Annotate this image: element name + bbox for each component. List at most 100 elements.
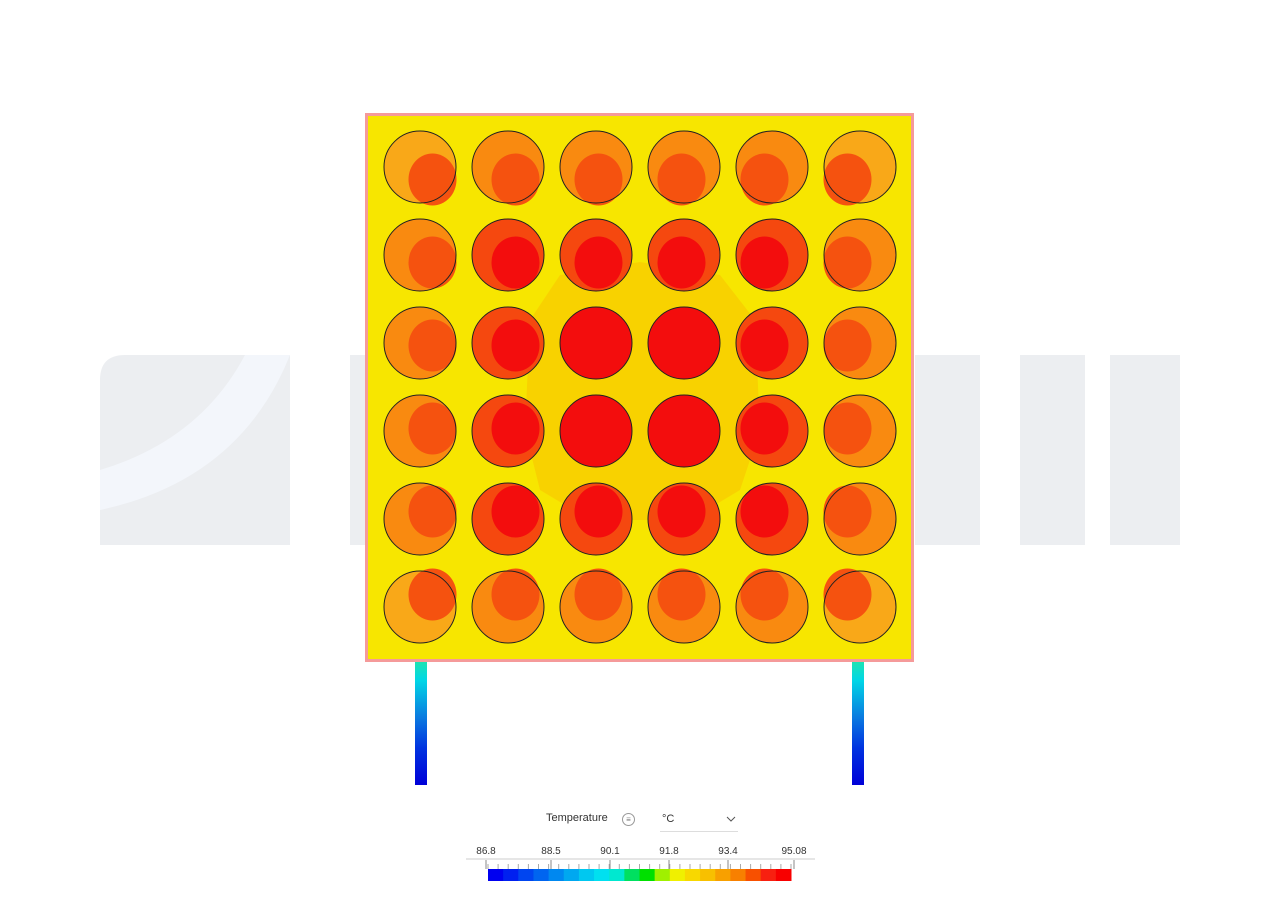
pin-core bbox=[574, 236, 623, 289]
pin-outline bbox=[735, 570, 809, 644]
pin-core bbox=[823, 236, 872, 289]
color-swatch bbox=[669, 869, 686, 881]
pin-outline bbox=[559, 394, 633, 468]
pin-core bbox=[740, 236, 789, 289]
unit: °C bbox=[662, 813, 675, 825]
color-swatch bbox=[548, 869, 565, 881]
pin-core bbox=[740, 319, 789, 372]
chevron bbox=[726, 816, 736, 822]
pin-outline bbox=[471, 306, 545, 380]
pin-core bbox=[657, 485, 706, 538]
tick-label: 88.5 bbox=[541, 846, 561, 857]
pin-outline bbox=[383, 570, 457, 644]
pin-core bbox=[408, 236, 457, 289]
pin-outline bbox=[559, 130, 633, 204]
pin-core bbox=[491, 568, 540, 621]
pin-core bbox=[740, 485, 789, 538]
pin-outline bbox=[471, 130, 545, 204]
pin-core bbox=[491, 319, 540, 372]
pin-outline bbox=[559, 306, 633, 380]
pin bbox=[560, 395, 632, 467]
color-swatch bbox=[533, 869, 550, 881]
pin bbox=[560, 307, 632, 379]
pin-outline bbox=[823, 394, 897, 468]
pin-core bbox=[408, 485, 457, 538]
color-swatch bbox=[654, 869, 671, 881]
pin-outline bbox=[383, 218, 457, 292]
tick-label: 95.08 bbox=[781, 846, 807, 857]
color-bar bbox=[466, 858, 815, 881]
pin-outline bbox=[647, 570, 721, 644]
color-swatch bbox=[730, 869, 747, 881]
hot-zone bbox=[525, 262, 760, 520]
pin-outline bbox=[471, 218, 545, 292]
pin-outline bbox=[559, 218, 633, 292]
pin-outline bbox=[471, 394, 545, 468]
pin-core bbox=[823, 485, 872, 538]
support-leg bbox=[852, 662, 864, 785]
pin-outline bbox=[383, 482, 457, 556]
pin-core bbox=[491, 236, 540, 289]
pin-outline bbox=[647, 482, 721, 556]
info-icon[interactable]: ≡ bbox=[622, 813, 635, 826]
pin-core bbox=[657, 153, 706, 206]
color-swatch bbox=[563, 869, 580, 881]
pin-core bbox=[740, 568, 789, 621]
pin-core bbox=[823, 153, 872, 206]
pin-core bbox=[408, 153, 457, 206]
pin-outline bbox=[383, 306, 457, 380]
pin-outline bbox=[383, 394, 457, 468]
pin-outline bbox=[823, 482, 897, 556]
pin-outline bbox=[647, 130, 721, 204]
color-swatch bbox=[745, 869, 762, 881]
pin-core bbox=[823, 568, 872, 621]
pin-core bbox=[408, 319, 457, 372]
color-swatch bbox=[715, 869, 731, 881]
pin-core bbox=[491, 153, 540, 206]
color-swatch bbox=[700, 869, 716, 881]
pin-core bbox=[491, 485, 540, 538]
pin-outline bbox=[735, 482, 809, 556]
pin-core bbox=[491, 402, 540, 455]
pin-outline bbox=[647, 394, 721, 468]
pin-core bbox=[574, 153, 623, 206]
pin-core bbox=[740, 402, 789, 455]
color-swatch bbox=[760, 869, 777, 881]
pin-outline bbox=[647, 218, 721, 292]
support-leg bbox=[415, 662, 427, 785]
tick-label: 91.8 bbox=[659, 846, 679, 857]
pin-outline bbox=[735, 130, 809, 204]
color-swatch bbox=[578, 869, 595, 881]
color-swatch bbox=[609, 869, 625, 881]
pin-outline bbox=[383, 130, 457, 204]
color-swatch bbox=[775, 869, 792, 881]
pin-outline bbox=[823, 570, 897, 644]
pin bbox=[648, 395, 720, 467]
pin-core bbox=[740, 153, 789, 206]
pin-outline bbox=[647, 306, 721, 380]
legend-title: Temperature bbox=[546, 812, 608, 824]
tick-label: 90.1 bbox=[600, 846, 620, 857]
model bbox=[365, 113, 914, 785]
pin-core bbox=[823, 402, 872, 455]
pin-core bbox=[408, 402, 457, 455]
color-swatch bbox=[639, 869, 656, 881]
pin-outline bbox=[559, 570, 633, 644]
pin-core bbox=[408, 568, 457, 621]
pin-core bbox=[823, 319, 872, 372]
pin-core bbox=[574, 485, 623, 538]
color-swatch bbox=[684, 869, 701, 881]
tick-label: 86.8 bbox=[476, 846, 496, 857]
color-swatch bbox=[518, 869, 534, 881]
pin bbox=[648, 307, 720, 379]
pin-outline bbox=[471, 482, 545, 556]
pin-outline bbox=[735, 306, 809, 380]
pin-outline bbox=[735, 218, 809, 292]
pin-core bbox=[657, 568, 706, 621]
pin-core bbox=[574, 568, 623, 621]
pin-outline bbox=[471, 570, 545, 644]
unit-select[interactable]: °C bbox=[660, 808, 738, 832]
pin-outline bbox=[823, 306, 897, 380]
